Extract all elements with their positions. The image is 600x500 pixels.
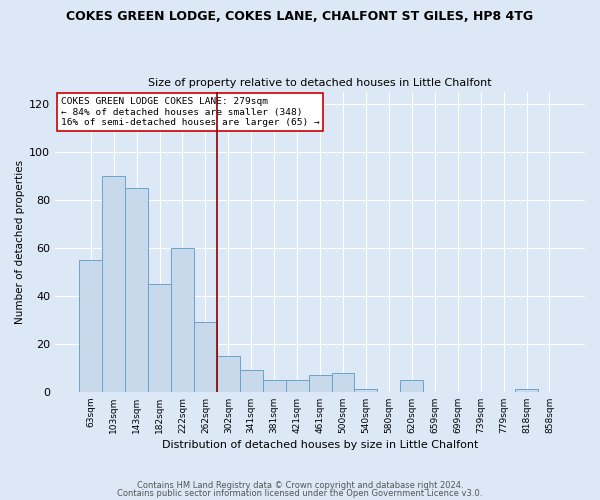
Bar — [217, 356, 240, 392]
X-axis label: Distribution of detached houses by size in Little Chalfont: Distribution of detached houses by size … — [162, 440, 478, 450]
Bar — [263, 380, 286, 392]
Bar — [148, 284, 171, 392]
Bar — [332, 372, 355, 392]
Bar — [286, 380, 308, 392]
Y-axis label: Number of detached properties: Number of detached properties — [15, 160, 25, 324]
Bar — [79, 260, 102, 392]
Bar — [355, 390, 377, 392]
Bar — [400, 380, 423, 392]
Bar — [308, 375, 332, 392]
Bar — [125, 188, 148, 392]
Text: Contains public sector information licensed under the Open Government Licence v3: Contains public sector information licen… — [118, 488, 482, 498]
Bar — [240, 370, 263, 392]
Bar — [102, 176, 125, 392]
Text: Contains HM Land Registry data © Crown copyright and database right 2024.: Contains HM Land Registry data © Crown c… — [137, 481, 463, 490]
Text: COKES GREEN LODGE, COKES LANE, CHALFONT ST GILES, HP8 4TG: COKES GREEN LODGE, COKES LANE, CHALFONT … — [67, 10, 533, 23]
Bar — [171, 248, 194, 392]
Text: COKES GREEN LODGE COKES LANE: 279sqm
← 84% of detached houses are smaller (348)
: COKES GREEN LODGE COKES LANE: 279sqm ← 8… — [61, 97, 319, 127]
Title: Size of property relative to detached houses in Little Chalfont: Size of property relative to detached ho… — [148, 78, 492, 88]
Bar — [515, 390, 538, 392]
Bar — [194, 322, 217, 392]
